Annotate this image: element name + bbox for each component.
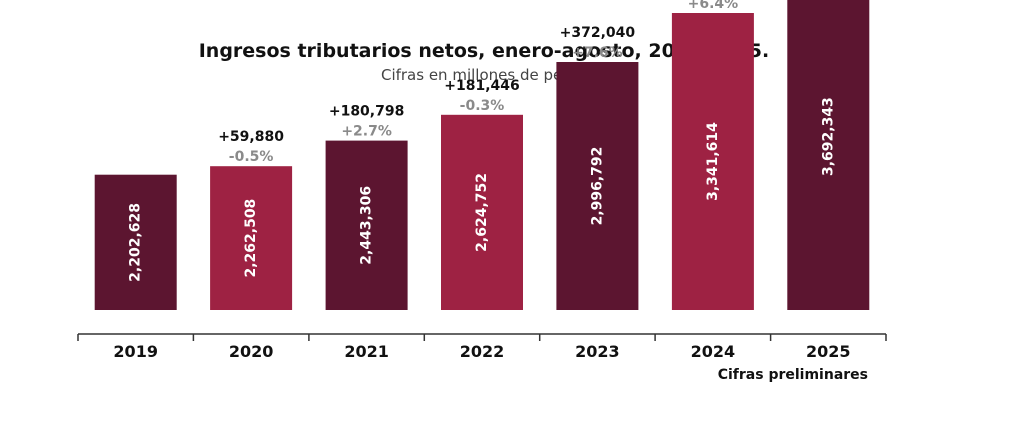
x-tick-label-2020: 2020 (229, 342, 274, 361)
bar-value-label-2025: 3,692,343 (820, 97, 836, 176)
bar-value-label-2024: 3,341,614 (705, 122, 721, 201)
bar-2024 (671, 13, 754, 310)
bar-value-label-2021: 2,443,306 (359, 186, 375, 265)
bar-2021 (325, 140, 408, 310)
chart-note: Cifras preliminares (718, 367, 868, 383)
chart-title: Ingresos tributarios netos, enero-agosto… (199, 40, 770, 62)
bar-2019 (94, 174, 177, 310)
difference-label-2023: +372,040 (560, 25, 636, 41)
x-tick-label-2019: 2019 (113, 342, 158, 361)
x-tick-label-2021: 2021 (344, 342, 389, 361)
growth-label-2021: +2.7% (341, 124, 392, 140)
bars-group: 2,202,628 2,262,508 -0.5% +59,880 2,443,306 +… (94, 0, 870, 310)
x-tick-label-2022: 2022 (460, 342, 505, 361)
growth-label-2023: +7.6% (572, 45, 623, 61)
growth-label-2020: -0.5% (229, 149, 274, 165)
bar-value-label-2022: 2,624,752 (474, 173, 490, 252)
bar-2023 (556, 62, 639, 310)
bar-2022 (441, 114, 523, 310)
x-tick-label-2025: 2025 (806, 342, 851, 361)
x-tick-label-2023: 2023 (575, 342, 620, 361)
bar-value-label-2019: 2,202,628 (128, 203, 144, 282)
bar-2025 (787, 0, 870, 310)
bar-value-label-2020: 2,262,508 (243, 199, 259, 278)
difference-label-2020: +59,880 (218, 129, 284, 145)
difference-label-2022: +181,446 (444, 78, 520, 94)
bar-2020 (210, 166, 293, 310)
chart-subtitle: Cifras en millones de pesos (381, 66, 587, 84)
x-tick-label-2024: 2024 (691, 342, 736, 361)
x-axis-ticks: 2019 2020 2021 2022 2023 2024 2025 (77, 334, 887, 361)
bar-value-label-2023: 2,996,792 (589, 147, 605, 226)
growth-label-2022: -0.3% (460, 98, 505, 114)
difference-label-2021: +180,798 (329, 104, 405, 120)
growth-label-2024: +6.4% (688, 0, 739, 12)
